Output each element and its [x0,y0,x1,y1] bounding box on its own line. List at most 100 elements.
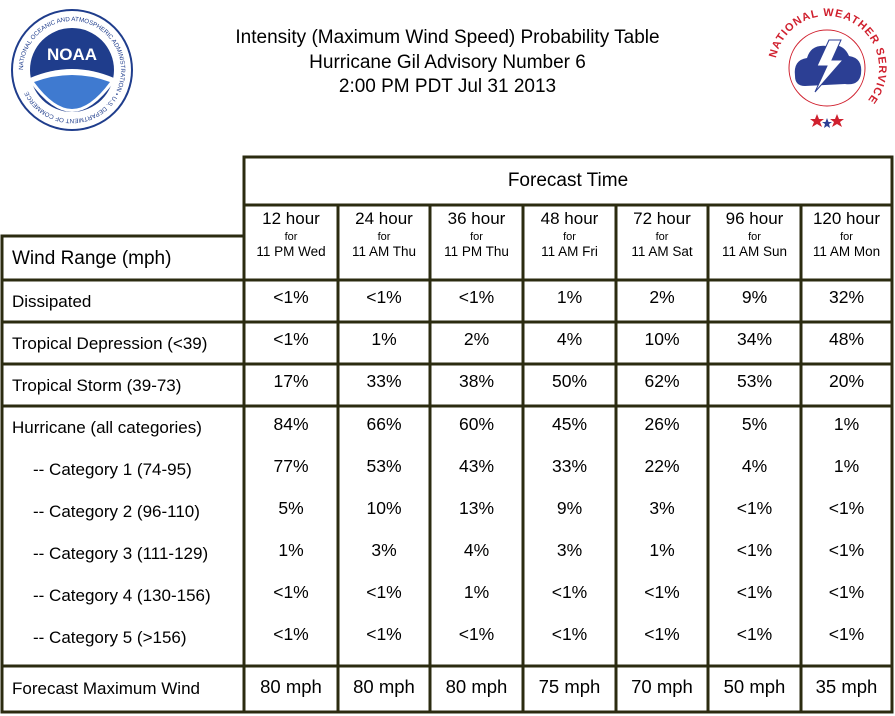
column-date: 11 AM Fri [541,244,598,259]
table-cell: 4% [556,329,583,349]
column-header: 96 hour for 11 AM Sun [709,206,800,278]
row-label: Dissipated [12,291,92,311]
row-label: Tropical Storm (39-73) [12,375,182,395]
table-cell: 9% [556,497,583,518]
table-cell: 1% [833,455,860,476]
column-for: for [655,231,669,243]
row-label: -- Category 1 (74-95) [33,460,192,479]
column-hour: 96 hour [725,209,784,228]
table-cell: 62% [644,371,680,391]
row-label: Tropical Depression (<39) [12,333,208,353]
table-cell: 1% [556,287,583,307]
column-date: 11 PM Thu [444,244,509,259]
table-cell: <1% [736,623,773,644]
table-cell: 33% [551,455,588,476]
title-line-2: Hurricane Gil Advisory Number 6 [309,51,586,73]
table-cell: 4% [741,455,768,476]
table-cell: <1% [458,287,495,307]
table-cell: <1% [273,287,309,307]
table-cell: 75 mph [538,676,601,697]
forecast-time-header: Forecast Time [507,170,629,191]
table-cell: 80 mph [353,676,415,697]
column-date: 11 AM Sun [721,244,788,259]
table-cell: 66% [366,413,402,434]
column-for: for [748,231,761,243]
table-cell: 77% [273,455,309,476]
table-cell: 1% [649,539,675,560]
table-cell: 10% [366,497,402,518]
table-cell: 80 mph [445,676,508,697]
table-cell: 60% [458,413,495,434]
row-label: Forecast Maximum Wind [12,679,200,698]
table-cell: <1% [828,497,865,518]
row-label: -- Category 5 (>156) [33,628,187,647]
table-cell: 53% [736,371,773,391]
table-cell: <1% [736,581,773,602]
title-line-3: 2:00 PM PDT Jul 31 2013 [338,76,557,97]
table-cell: 1% [463,581,490,602]
table-cell: 5% [278,497,304,518]
column-header: 48 hour for 11 AM Fri [524,206,615,278]
table-cell: 1% [833,413,860,434]
table-cell: 80 mph [260,676,322,697]
noaa-logo: NOAA NATIONAL OCEANIC AND ATMOSPHERIC AD… [11,9,133,131]
table-cell: 2% [649,287,675,307]
column-for: for [284,231,298,243]
table-cell: <1% [366,287,402,307]
table-cell: 26% [644,413,680,434]
column-for: for [470,231,483,243]
column-header: 24 hour for 11 AM Thu [339,206,429,278]
table-cell: 50 mph [723,676,786,697]
column-for: for [563,231,576,243]
table-cell: 38% [458,371,495,391]
table-cell: 48% [828,329,865,349]
row-label: -- Category 2 (96-110) [33,502,200,521]
table-cell: 22% [644,455,680,476]
table-cell: <1% [828,539,865,560]
table-cell: 35 mph [815,676,878,697]
table-cell: <1% [366,623,402,644]
column-hour: 48 hour [540,209,599,228]
table-cell: 3% [649,497,675,518]
table-cell: 45% [551,413,588,434]
column-date: 11 AM Sat [631,244,693,259]
table-cell: 70 mph [631,676,693,697]
column-hour: 24 hour [355,209,413,228]
column-hour: 72 hour [633,209,691,228]
table-cell: <1% [551,623,588,644]
table-cell: 5% [741,413,768,434]
wind-range-header: Wind Range (mph) [12,248,172,269]
table-cell: 50% [551,371,588,391]
table-cell: <1% [644,623,680,644]
table-cell: <1% [736,539,773,560]
noaa-logo-text: NOAA [47,45,97,64]
column-hour: 36 hour [447,209,506,228]
table-cell: 84% [273,413,309,434]
column-header: 36 hour for 11 PM Thu [431,206,522,278]
table-cell: <1% [736,497,773,518]
row-label: Hurricane (all categories) [12,418,202,437]
table-cell: 43% [458,455,495,476]
table-cell: <1% [551,581,588,602]
nws-logo: NATIONAL WEATHER SERVICE [767,7,887,128]
table-cell: 4% [463,539,490,560]
table-cell: <1% [273,329,309,349]
table-cell: <1% [828,581,865,602]
table-cell: 1% [371,329,397,349]
table-cell: 20% [828,371,865,391]
column-header: 12 hour for 11 PM Wed [245,206,337,278]
table-cell: 32% [828,287,865,307]
table-cell: <1% [828,623,865,644]
title-line-1: Intensity (Maximum Wind Speed) Probabili… [235,27,660,48]
table-cell: <1% [273,581,309,602]
table-cell: <1% [644,581,680,602]
column-header: 72 hour for 11 AM Sat [617,206,707,278]
table-cell: 3% [371,539,397,560]
table-cell: 1% [278,539,304,560]
row-label: -- Category 3 (111-129) [33,544,209,563]
column-for: for [377,231,391,243]
table-cell: 53% [366,455,402,476]
column-date: 11 AM Thu [351,244,417,259]
table-cell: <1% [273,623,309,644]
